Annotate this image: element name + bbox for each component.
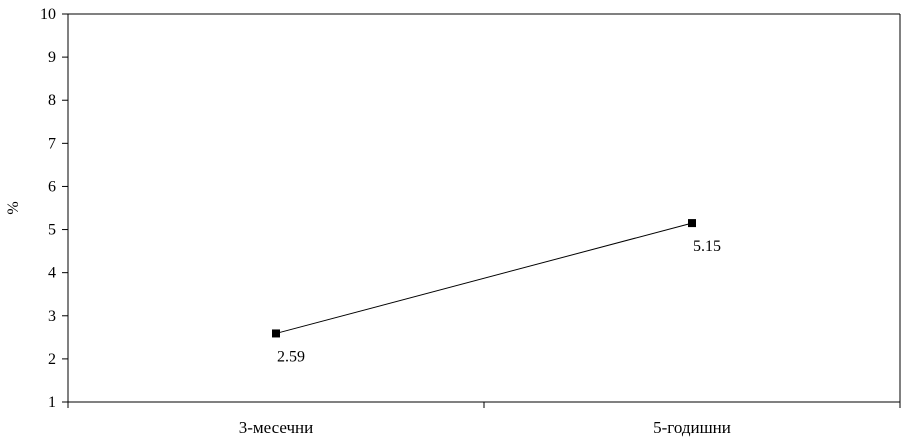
data-point-marker (272, 329, 280, 338)
y-tick-label: 4 (48, 265, 56, 282)
y-tick-label: 6 (48, 178, 56, 195)
y-tick-label: 9 (48, 49, 56, 66)
y-tick-label: 10 (40, 6, 56, 23)
series-line (275, 222, 693, 334)
y-tick-label: 1 (48, 394, 56, 411)
y-axis: 1 2 3 4 5 6 7 8 9 10 (40, 6, 69, 411)
data-label: 5.15 (693, 238, 721, 255)
x-axis: 3-месечни 5-годишни (67, 401, 901, 437)
y-axis-title: % (5, 201, 22, 214)
y-tick-label: 8 (48, 92, 56, 109)
y-tick-label: 7 (48, 135, 56, 152)
x-tick-label: 5-годишни (653, 418, 731, 437)
y-tick-label: 2 (48, 351, 56, 368)
x-tick-label: 3-месечни (239, 418, 314, 437)
data-point-marker (688, 219, 696, 228)
plot-area (68, 13, 901, 402)
y-tick-label: 5 (48, 222, 56, 239)
y-tick-label: 3 (48, 308, 56, 325)
series-group: 2.59 5.15 (272, 219, 721, 365)
data-label: 2.59 (277, 348, 305, 365)
